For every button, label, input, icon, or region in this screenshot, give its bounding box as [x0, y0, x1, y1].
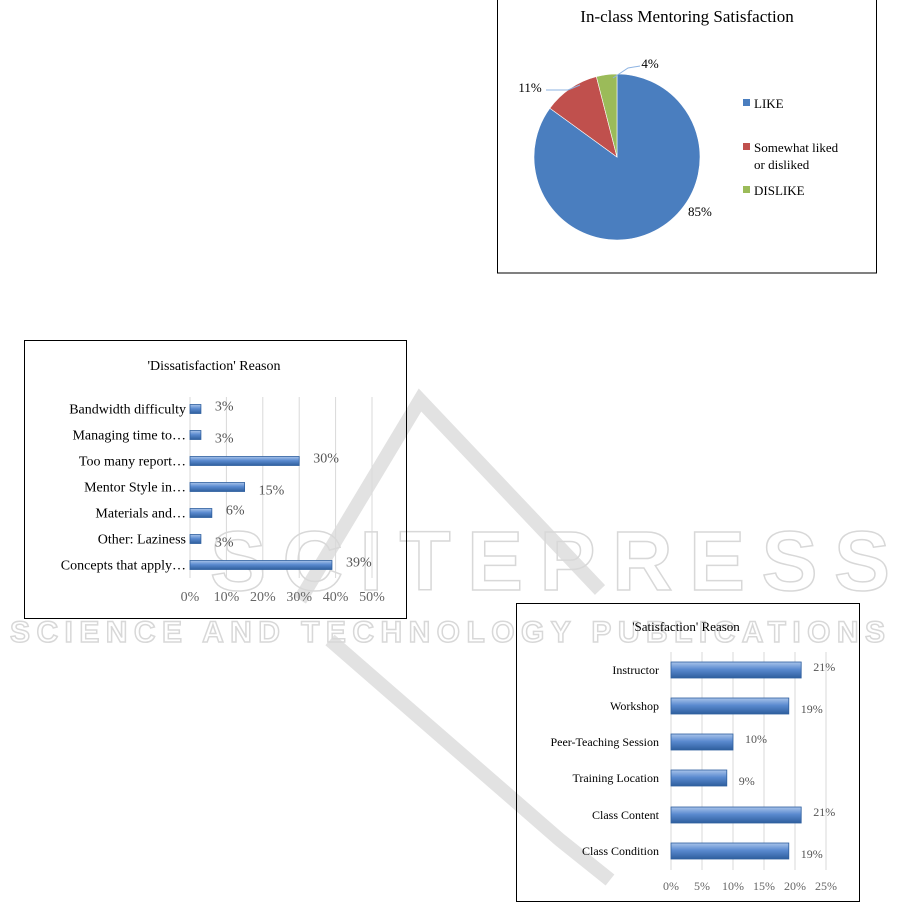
bar: [670, 806, 802, 824]
bar: [189, 560, 333, 570]
watermark-line2: SCIENCE AND TECHNOLOGY PUBLICATIONS: [10, 616, 885, 649]
pie-title: In-class Mentoring Satisfaction: [580, 7, 794, 26]
x-tick-label: 15%: [753, 879, 775, 893]
bar: [670, 769, 728, 787]
x-tick-label: 10%: [214, 590, 240, 605]
x-tick-label: 25%: [815, 879, 837, 893]
bar: [670, 661, 802, 679]
data-label: 3%: [215, 400, 234, 415]
x-tick-label: 20%: [784, 879, 806, 893]
dissatisfaction-chart: 'Dissatisfaction' Reason 0% 10% 20% 30% 40% 5…: [24, 340, 407, 619]
legend-label: DISLIKE: [754, 183, 805, 198]
x-tick-label: 10%: [722, 879, 744, 893]
satisfaction-chart: 'Satisfaction' Reason 0% 5% 10% 15% 20% 25% In…: [516, 603, 860, 902]
bar: [670, 842, 790, 860]
data-label: 3%: [215, 432, 234, 447]
satisfaction-chart-frame: [516, 603, 860, 902]
x-tick-label: 0%: [663, 879, 679, 893]
bar: [189, 430, 202, 440]
satisfaction-title: 'Satisfaction' Reason: [632, 619, 740, 634]
data-label: 21%: [813, 660, 835, 674]
x-tick-label: 20%: [250, 590, 276, 605]
pie-chart: In-class Mentoring Satisfaction 85% 11% 4%…: [497, 0, 877, 274]
data-label: 21%: [813, 805, 835, 819]
data-label: 19%: [801, 847, 823, 861]
legend-swatch: [743, 143, 750, 150]
legend-swatch: [743, 186, 750, 193]
data-label: 19%: [801, 702, 823, 716]
category-label: Materials and…: [95, 507, 186, 522]
category-label: Peer-Teaching Session: [550, 735, 659, 749]
bar: [189, 456, 300, 466]
leader-line: [612, 65, 641, 79]
legend-swatch: [743, 99, 750, 106]
x-tick-label: 5%: [694, 879, 710, 893]
data-label: 10%: [745, 732, 767, 746]
bar: [189, 534, 202, 544]
pie-data-label: 4%: [641, 56, 659, 71]
dissatisfaction-title: 'Dissatisfaction' Reason: [148, 359, 281, 374]
pie-data-label: 85%: [688, 204, 712, 219]
category-label: Class Condition: [582, 844, 659, 858]
pie-data-label: 11%: [518, 80, 542, 95]
data-label: 3%: [215, 536, 234, 551]
legend-label: Somewhat liked: [754, 140, 839, 155]
category-label: Managing time to…: [72, 429, 186, 444]
leader-line: [546, 84, 581, 91]
x-tick-label: 50%: [359, 590, 385, 605]
category-label: Other: Laziness: [98, 533, 186, 548]
data-label: 9%: [739, 774, 755, 788]
category-label: Class Content: [592, 808, 660, 822]
pie-chart-frame: [497, 0, 877, 274]
category-label: Bandwidth difficulty: [69, 403, 186, 418]
category-label: Mentor Style in…: [84, 481, 186, 496]
category-label: Concepts that apply…: [61, 559, 186, 574]
data-label: 15%: [259, 484, 285, 499]
bar: [189, 404, 202, 414]
x-tick-label: 30%: [286, 590, 312, 605]
bar: [670, 733, 734, 751]
bar: [189, 482, 245, 492]
data-label: 30%: [313, 452, 339, 467]
data-label: 6%: [226, 504, 245, 519]
legend-label: LIKE: [754, 96, 784, 111]
x-tick-label: 40%: [323, 590, 349, 605]
legend-label: or disliked: [754, 157, 810, 172]
category-label: Training Location: [572, 771, 659, 785]
dissatisfaction-chart-frame: [24, 340, 407, 619]
bar: [189, 508, 213, 518]
pie-slice-dislike: [595, 73, 618, 158]
x-tick-label: 0%: [181, 590, 200, 605]
category-label: Instructor: [612, 663, 659, 677]
bar: [670, 697, 790, 715]
pie-slice-like: [533, 73, 701, 241]
data-label: 39%: [346, 556, 372, 571]
category-label: Too many report…: [79, 455, 186, 470]
category-label: Workshop: [610, 699, 659, 713]
